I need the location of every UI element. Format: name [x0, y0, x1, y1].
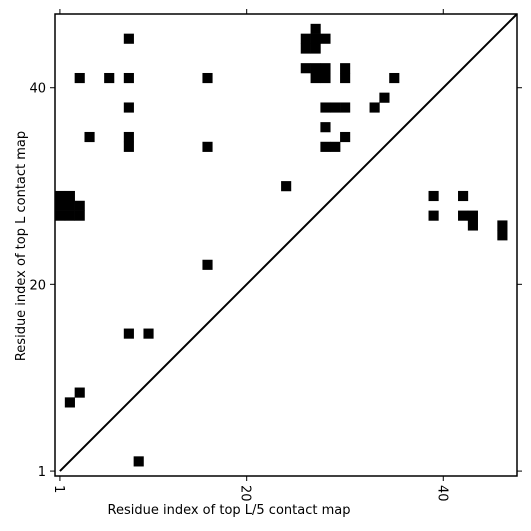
- contact-cell: [320, 72, 331, 84]
- contact-cells: [55, 23, 508, 467]
- contact-cell: [428, 210, 439, 221]
- contact-cell: [143, 328, 154, 339]
- contact-cell: [340, 102, 351, 113]
- contact-cell: [123, 102, 134, 113]
- contact-cell: [64, 210, 75, 221]
- axis-ticks: 1 20 40 1 20 40: [29, 9, 522, 502]
- contact-cell: [310, 43, 321, 54]
- contact-cell: [123, 141, 134, 152]
- contact-cell: [74, 387, 85, 398]
- contact-cell: [320, 33, 331, 44]
- contact-cell: [64, 200, 75, 211]
- contact-cell: [74, 72, 85, 84]
- contact-cell: [310, 23, 321, 34]
- contact-cell: [389, 72, 400, 84]
- contact-cell: [340, 63, 351, 74]
- contact-cell: [104, 72, 115, 84]
- contact-cell: [55, 200, 66, 211]
- contact-cell: [123, 33, 134, 44]
- contact-cell: [467, 220, 478, 231]
- contact-cell: [310, 72, 321, 84]
- contact-cell: [55, 190, 66, 202]
- x-tick-label: 1: [51, 485, 66, 493]
- contact-cell: [340, 131, 351, 143]
- contact-cell: [74, 210, 85, 221]
- contact-cell: [64, 397, 75, 408]
- contact-cell: [320, 102, 331, 113]
- contact-cell: [64, 190, 75, 202]
- contact-cell: [123, 72, 134, 84]
- contact-cell: [320, 63, 331, 74]
- contact-cell: [202, 72, 213, 84]
- plot-frame: [54, 13, 518, 477]
- contact-cell: [123, 131, 134, 143]
- x-tick-label: 20: [238, 485, 253, 502]
- contact-cell: [281, 181, 292, 192]
- y-tick-label: 20: [29, 278, 46, 293]
- contact-cell: [497, 230, 508, 241]
- contact-cell: [458, 210, 469, 221]
- contact-cell: [379, 92, 390, 103]
- diagonal-line: [59, 13, 518, 472]
- contact-cell: [310, 33, 321, 44]
- x-tick-label: 40: [434, 485, 449, 502]
- contact-cell: [330, 102, 341, 113]
- contact-cell: [320, 141, 331, 152]
- contact-cell: [300, 43, 311, 54]
- contact-cell: [55, 210, 66, 221]
- contact-cell: [330, 141, 341, 152]
- contact-cell: [467, 210, 478, 221]
- contact-cell: [428, 190, 439, 202]
- contact-cell: [74, 200, 85, 211]
- contact-cell: [202, 259, 213, 270]
- contact-cell: [133, 456, 144, 467]
- contact-cell: [84, 131, 95, 143]
- contact-cell: [202, 141, 213, 152]
- y-tick-label: 40: [29, 82, 46, 97]
- contact-cell: [300, 33, 311, 44]
- contact-cell: [340, 72, 351, 84]
- y-tick-label: 1: [38, 465, 46, 480]
- contact-cell: [123, 328, 134, 339]
- contact-cell: [320, 122, 331, 133]
- contact-cell: [369, 102, 380, 113]
- contact-cell: [458, 190, 469, 202]
- contact-cell: [497, 220, 508, 231]
- contact-cell: [300, 63, 311, 74]
- contact-cell: [310, 63, 321, 74]
- y-axis-label: Residue index of top L contact map: [14, 131, 29, 361]
- x-axis-label: Residue index of top L/5 contact map: [108, 503, 351, 518]
